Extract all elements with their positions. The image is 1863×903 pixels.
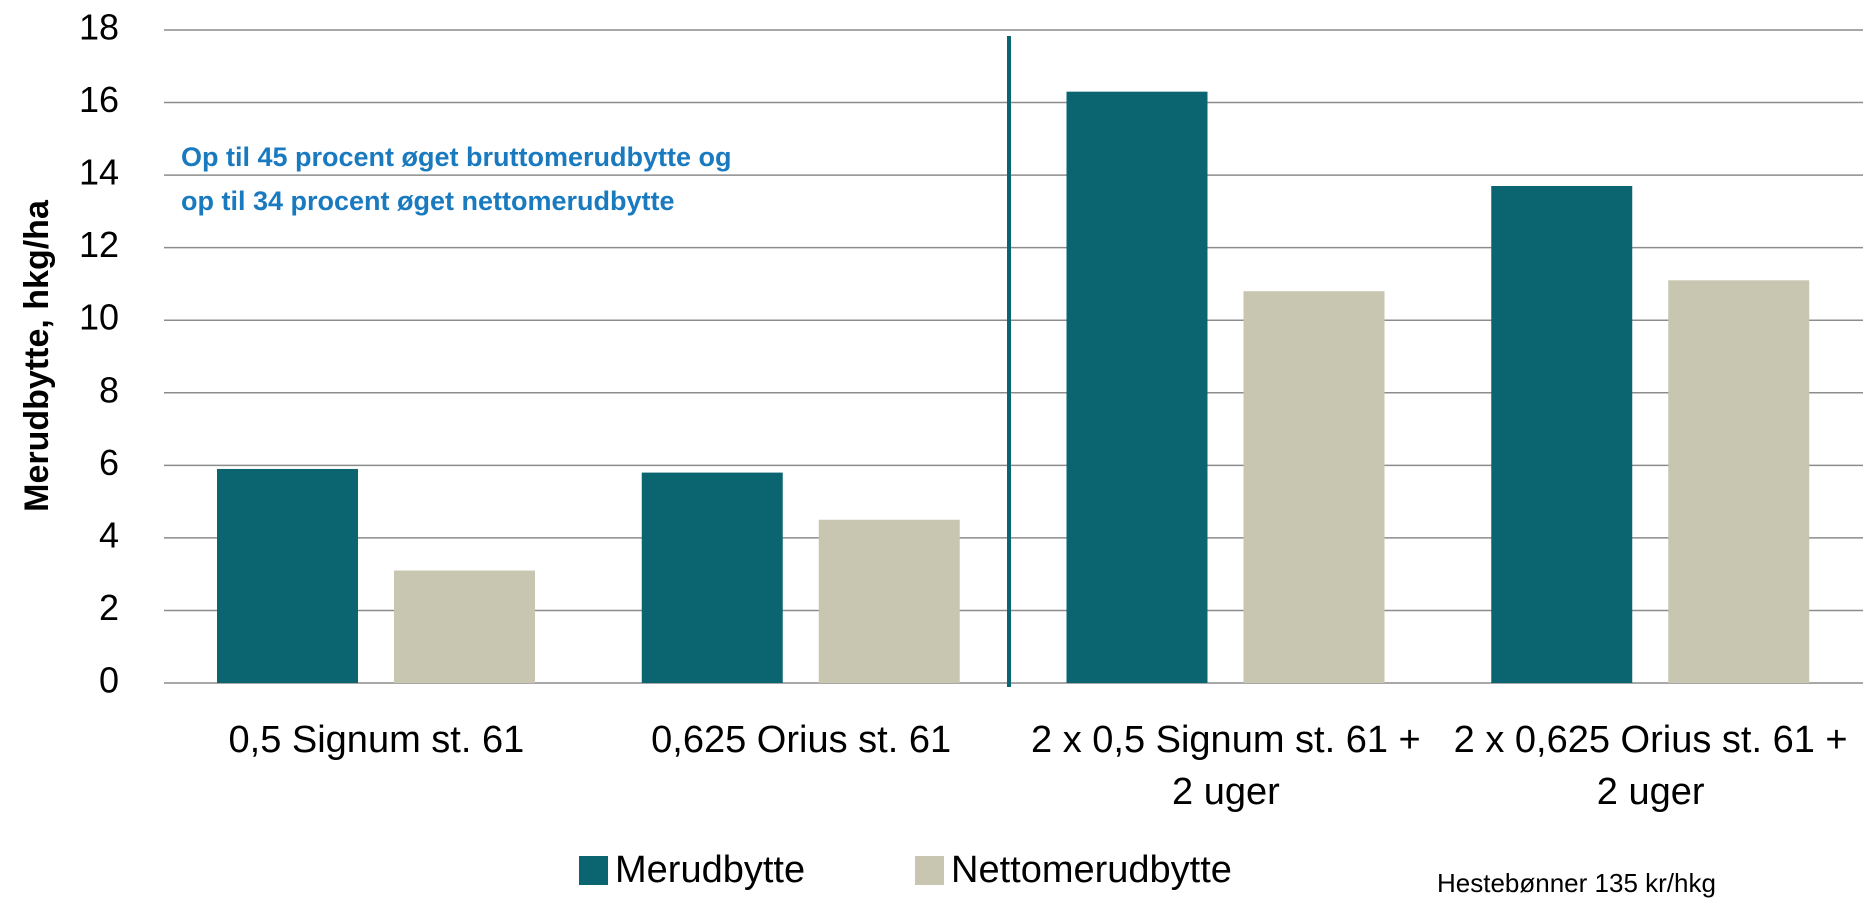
y-tick-label: 8 (99, 369, 119, 410)
y-tick-label: 14 (79, 152, 119, 193)
bar (818, 519, 960, 683)
x-tick-label: 0,625 Orius st. 61 (651, 719, 951, 761)
note: Hestebønner 135 kr/hkg (1437, 868, 1716, 898)
y-tick-label: 0 (99, 660, 119, 701)
y-tick-label: 6 (99, 442, 119, 483)
legend-label: Nettomerudbytte (951, 849, 1232, 891)
legend-swatch (579, 856, 608, 885)
bar (1668, 280, 1810, 683)
y-axis-label: Merudbytte, hkg/ha (18, 199, 56, 512)
y-tick-label: 10 (79, 297, 119, 338)
x-tick-label: 0,5 Signum st. 61 (229, 719, 525, 761)
bar (394, 570, 535, 683)
y-tick-label: 4 (99, 514, 119, 555)
annotation: Op til 45 procent øget bruttomerudbytte … (181, 142, 732, 172)
legend-swatch (915, 856, 944, 885)
x-tick-label: 2 x 0,625 Orius st. 61 +2 uger (1454, 719, 1848, 813)
bar (1243, 291, 1385, 683)
x-tick-label: 2 x 0,5 Signum st. 61 +2 uger (1031, 719, 1421, 813)
bar (1066, 91, 1208, 683)
annotation: op til 34 procent øget nettomerudbytte (181, 186, 675, 216)
legend-label: Merudbytte (615, 849, 805, 891)
y-tick-label: 16 (79, 79, 119, 120)
bar (641, 472, 783, 683)
bar (1491, 185, 1633, 683)
y-tick-label: 18 (79, 7, 119, 48)
y-tick-label: 12 (79, 224, 119, 265)
y-tick-label: 2 (99, 587, 119, 628)
bar (217, 468, 358, 683)
